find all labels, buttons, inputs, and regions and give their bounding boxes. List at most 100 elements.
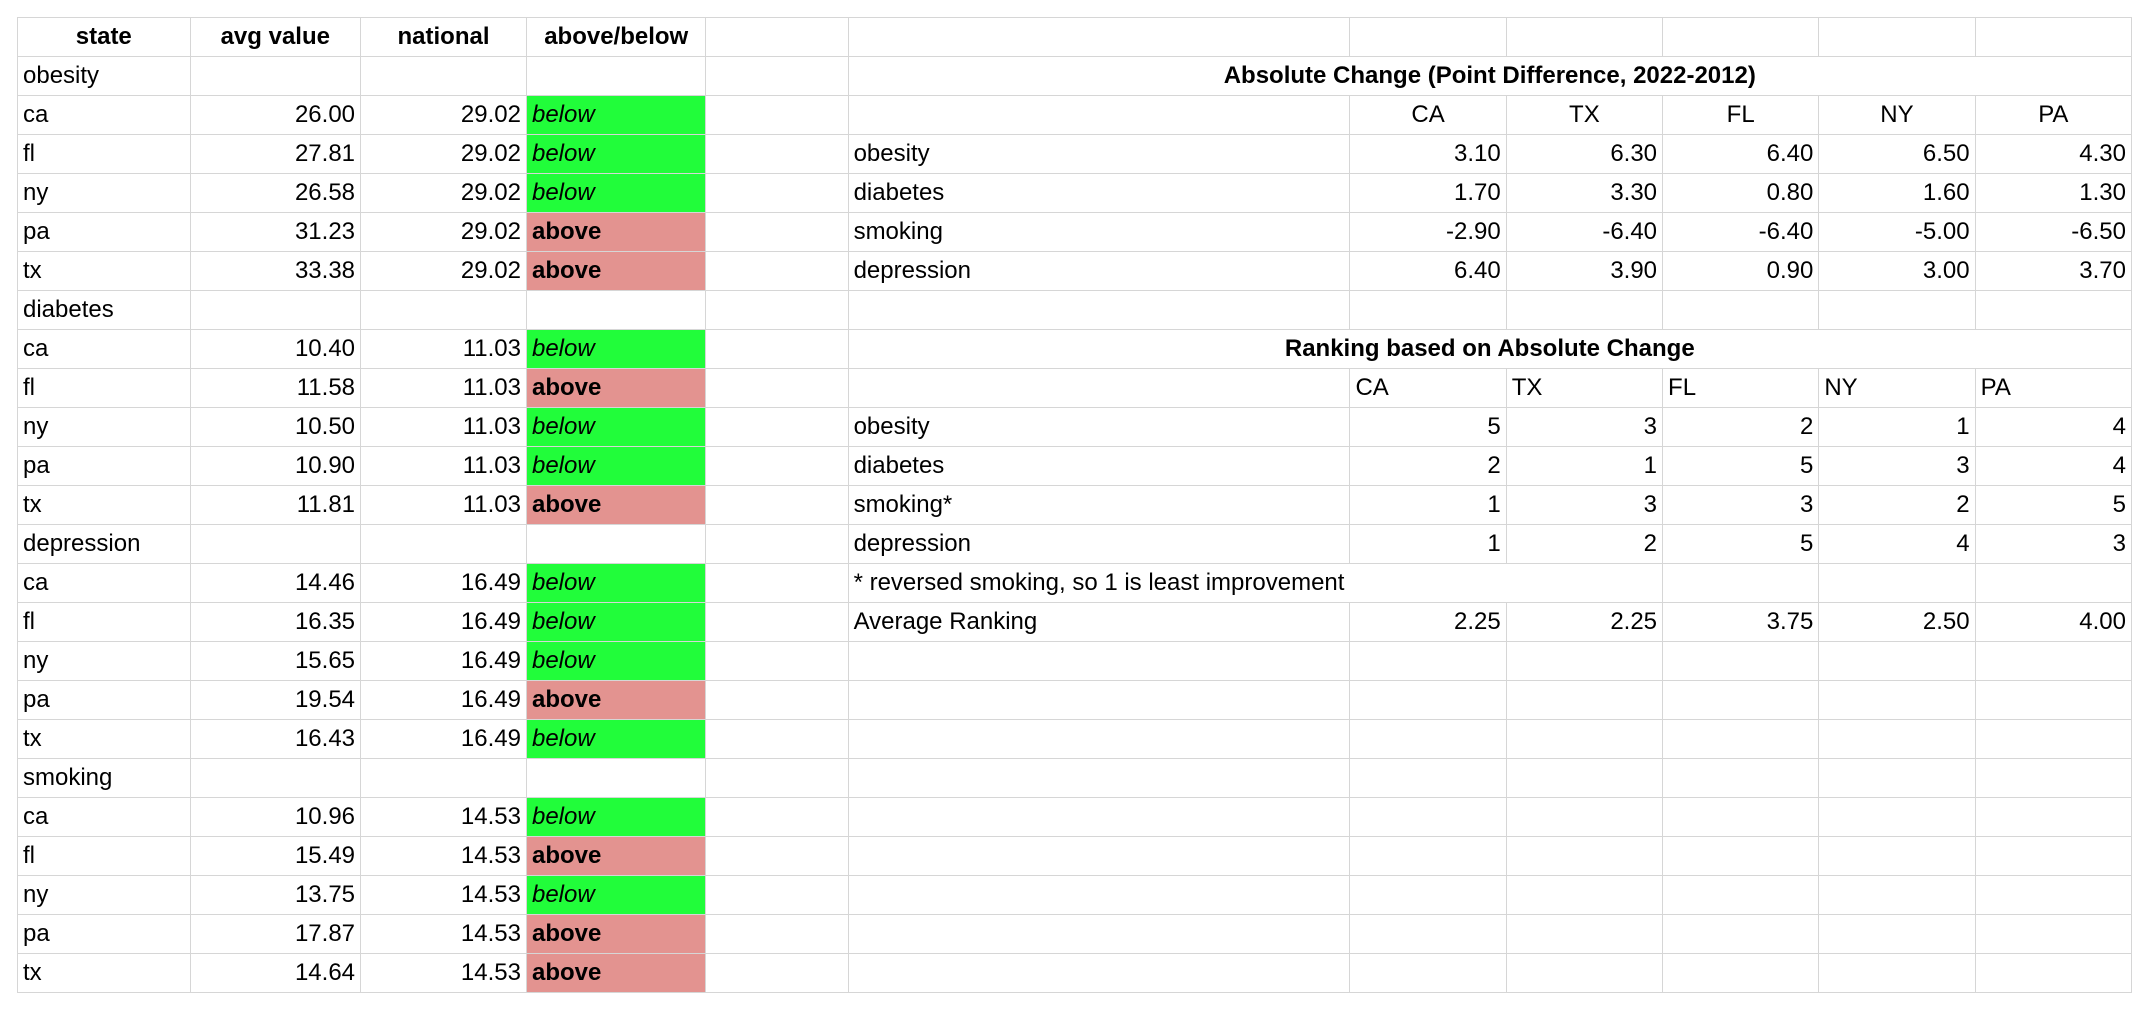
- empty-cell[interactable]: [1505, 797, 1664, 837]
- ranking-value-cell[interactable]: 5: [1349, 407, 1507, 447]
- status-cell[interactable]: below: [525, 95, 707, 135]
- average-ranking-cell[interactable]: 3.75: [1662, 602, 1820, 642]
- empty-cell[interactable]: [1974, 758, 2132, 798]
- empty-cell[interactable]: [1505, 290, 1664, 330]
- empty-cell[interactable]: [847, 290, 1351, 330]
- state-cell[interactable]: ca: [17, 563, 191, 603]
- empty-cell[interactable]: [360, 290, 527, 330]
- ranking-value-cell[interactable]: 3: [1818, 446, 1976, 486]
- empty-cell[interactable]: [705, 17, 849, 57]
- state-cell[interactable]: fl: [17, 602, 191, 642]
- empty-cell[interactable]: [1349, 680, 1507, 720]
- state-cell[interactable]: fl: [17, 368, 191, 408]
- column-header[interactable]: above/below: [525, 17, 707, 57]
- empty-cell[interactable]: [1818, 758, 1976, 798]
- national-cell[interactable]: 14.53: [360, 875, 527, 915]
- ranking-value-cell[interactable]: 1: [1505, 446, 1664, 486]
- empty-cell[interactable]: [525, 758, 707, 798]
- state-cell[interactable]: pa: [17, 212, 191, 252]
- state-cell[interactable]: tx: [17, 251, 191, 291]
- state-cell[interactable]: fl: [17, 836, 191, 876]
- ranking-value-cell[interactable]: 3: [1505, 485, 1664, 525]
- ranking-footnote[interactable]: * reversed smoking, so 1 is least improv…: [847, 563, 1350, 603]
- empty-cell[interactable]: [847, 680, 1351, 720]
- status-cell[interactable]: above: [525, 953, 707, 993]
- empty-cell[interactable]: [1349, 641, 1507, 681]
- change-column-header[interactable]: TX: [1505, 95, 1664, 135]
- ranking-column-header[interactable]: FL: [1662, 368, 1820, 408]
- change-column-header[interactable]: FL: [1662, 95, 1820, 135]
- change-value-cell[interactable]: 1.60: [1818, 173, 1976, 213]
- status-cell[interactable]: below: [525, 875, 707, 915]
- status-cell[interactable]: below: [525, 719, 707, 759]
- national-cell[interactable]: 14.53: [360, 914, 527, 954]
- empty-cell[interactable]: [705, 524, 849, 564]
- status-cell[interactable]: below: [525, 407, 707, 447]
- empty-cell[interactable]: [1349, 914, 1507, 954]
- change-value-cell[interactable]: -6.40: [1662, 212, 1820, 252]
- status-cell[interactable]: below: [525, 641, 707, 681]
- status-cell[interactable]: above: [525, 914, 707, 954]
- ranking-value-cell[interactable]: 4: [1974, 407, 2132, 447]
- empty-cell[interactable]: [189, 56, 362, 96]
- state-cell[interactable]: pa: [17, 914, 191, 954]
- empty-cell[interactable]: [705, 641, 849, 681]
- ranking-value-cell[interactable]: 3: [1974, 524, 2132, 564]
- empty-cell[interactable]: [1662, 836, 1820, 876]
- national-cell[interactable]: 16.49: [360, 719, 527, 759]
- change-row-label[interactable]: diabetes: [847, 173, 1351, 213]
- status-cell[interactable]: below: [525, 329, 707, 369]
- empty-cell[interactable]: [1974, 290, 2132, 330]
- empty-cell[interactable]: [847, 797, 1351, 837]
- state-cell[interactable]: tx: [17, 485, 191, 525]
- average-ranking-cell[interactable]: 4.00: [1974, 602, 2132, 642]
- empty-cell[interactable]: [1974, 797, 2132, 837]
- empty-cell[interactable]: [525, 524, 707, 564]
- national-cell[interactable]: 11.03: [360, 368, 527, 408]
- ranking-value-cell[interactable]: 1: [1818, 407, 1976, 447]
- empty-cell[interactable]: [847, 368, 1351, 408]
- change-row-label[interactable]: obesity: [847, 134, 1351, 174]
- empty-cell[interactable]: [847, 719, 1351, 759]
- change-value-cell[interactable]: -5.00: [1818, 212, 1976, 252]
- status-cell[interactable]: below: [525, 173, 707, 213]
- empty-cell[interactable]: [847, 836, 1351, 876]
- state-cell[interactable]: tx: [17, 719, 191, 759]
- empty-cell[interactable]: [1818, 563, 1976, 603]
- empty-cell[interactable]: [1974, 17, 2132, 57]
- status-cell[interactable]: below: [525, 797, 707, 837]
- empty-cell[interactable]: [1818, 836, 1976, 876]
- change-value-cell[interactable]: -2.90: [1349, 212, 1507, 252]
- state-cell[interactable]: ny: [17, 173, 191, 213]
- ranking-value-cell[interactable]: 5: [1974, 485, 2132, 525]
- change-column-header[interactable]: NY: [1818, 95, 1976, 135]
- avg-value-cell[interactable]: 19.54: [189, 680, 362, 720]
- empty-cell[interactable]: [705, 173, 849, 213]
- avg-value-cell[interactable]: 11.81: [189, 485, 362, 525]
- average-ranking-cell[interactable]: 2.50: [1818, 602, 1976, 642]
- status-cell[interactable]: below: [525, 134, 707, 174]
- national-cell[interactable]: 29.02: [360, 95, 527, 135]
- empty-cell[interactable]: [1818, 797, 1976, 837]
- ranking-value-cell[interactable]: 2: [1818, 485, 1976, 525]
- empty-cell[interactable]: [1974, 641, 2132, 681]
- empty-cell[interactable]: [705, 95, 849, 135]
- empty-cell[interactable]: [705, 290, 849, 330]
- empty-cell[interactable]: [1505, 17, 1664, 57]
- empty-cell[interactable]: [705, 836, 849, 876]
- section-label[interactable]: obesity: [17, 56, 191, 96]
- empty-cell[interactable]: [1506, 563, 1664, 603]
- ranking-value-cell[interactable]: 5: [1662, 446, 1820, 486]
- empty-cell[interactable]: [360, 758, 527, 798]
- change-table-title[interactable]: Absolute Change (Point Difference, 2022-…: [847, 56, 2132, 96]
- change-value-cell[interactable]: 3.30: [1505, 173, 1664, 213]
- avg-value-cell[interactable]: 33.38: [189, 251, 362, 291]
- avg-value-cell[interactable]: 16.43: [189, 719, 362, 759]
- state-cell[interactable]: pa: [17, 680, 191, 720]
- empty-cell[interactable]: [1505, 836, 1664, 876]
- empty-cell[interactable]: [705, 134, 849, 174]
- change-value-cell[interactable]: 3.10: [1349, 134, 1507, 174]
- national-cell[interactable]: 14.53: [360, 953, 527, 993]
- avg-value-cell[interactable]: 26.58: [189, 173, 362, 213]
- ranking-column-header[interactable]: CA: [1349, 368, 1507, 408]
